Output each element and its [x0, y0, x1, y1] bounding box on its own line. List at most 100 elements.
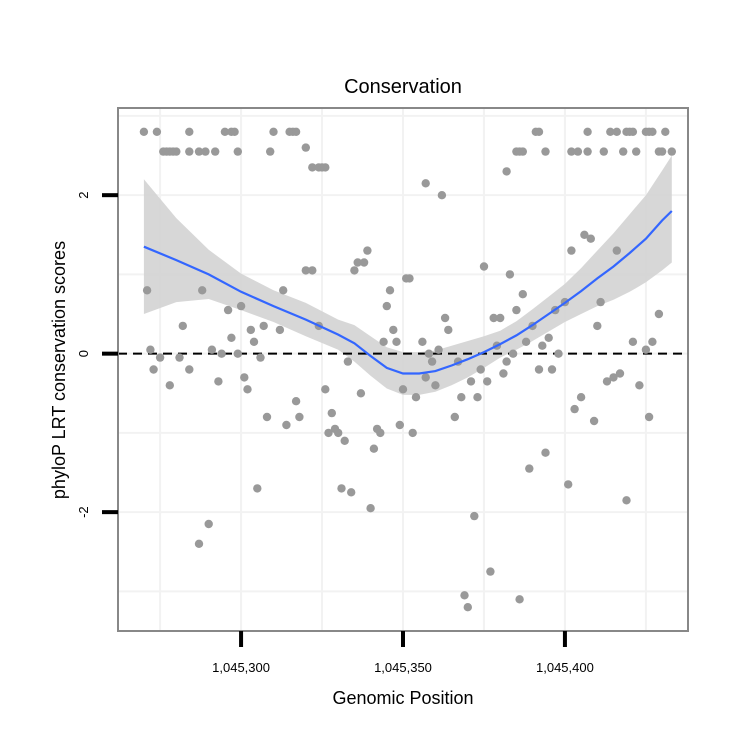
- plot-panel: [117, 107, 689, 632]
- data-point: [515, 595, 524, 604]
- x-axis: 1,045,300 1,045,350 1,045,400: [212, 631, 594, 675]
- data-point: [628, 337, 638, 346]
- data-point: [376, 428, 385, 438]
- y-tick-label: 0: [76, 350, 91, 357]
- data-point: [593, 321, 602, 331]
- data-point: [301, 143, 310, 152]
- data-point: [657, 147, 667, 156]
- data-point: [547, 365, 557, 374]
- data-point: [185, 365, 194, 374]
- data-point: [573, 147, 583, 156]
- data-point: [612, 127, 621, 136]
- data-point: [194, 147, 204, 156]
- data-point: [589, 416, 599, 426]
- data-point: [275, 325, 285, 335]
- data-point: [249, 337, 259, 346]
- data-point: [421, 179, 430, 188]
- data-point: [460, 591, 469, 600]
- data-point: [534, 127, 544, 136]
- data-point: [295, 412, 304, 422]
- data-point: [217, 349, 226, 358]
- data-point: [586, 234, 595, 243]
- data-point: [518, 290, 527, 299]
- y-axis-label: phyloP LRT conservation scores: [49, 241, 69, 499]
- data-point: [240, 373, 249, 382]
- data-point: [353, 258, 362, 267]
- data-point: [421, 373, 430, 382]
- smooth-line: [143, 210, 673, 375]
- data-point: [444, 325, 453, 335]
- data-point: [366, 504, 375, 513]
- data-point: [262, 412, 272, 422]
- data-point: [230, 127, 239, 136]
- data-point: [440, 313, 450, 323]
- confidence-band: [143, 155, 672, 395]
- data-point: [308, 266, 317, 275]
- data-point: [408, 428, 417, 438]
- data-point: [356, 389, 366, 398]
- data-point: [609, 373, 618, 382]
- data-point: [389, 325, 398, 335]
- data-point: [479, 262, 489, 271]
- data-point: [172, 147, 181, 156]
- data-point: [635, 381, 644, 390]
- data-point: [541, 147, 550, 156]
- data-point: [606, 127, 615, 136]
- data-point: [622, 496, 631, 505]
- data-point: [233, 349, 242, 358]
- data-point: [185, 147, 194, 156]
- data-point: [149, 365, 158, 374]
- data-point: [483, 377, 492, 386]
- data-point: [567, 246, 576, 255]
- data-point: [282, 420, 291, 430]
- data-point: [194, 539, 204, 548]
- data-point: [463, 603, 472, 612]
- data-point: [427, 357, 437, 366]
- data-point: [405, 274, 414, 283]
- data-point: [450, 412, 459, 422]
- x-tick-label: 1,045,300: [212, 660, 270, 675]
- data-point: [301, 266, 310, 275]
- data-point: [142, 286, 152, 295]
- data-point: [473, 393, 482, 402]
- data-point: [538, 341, 547, 350]
- data-point: [489, 313, 498, 323]
- data-point: [321, 385, 330, 394]
- data-point: [223, 305, 233, 315]
- data-point: [512, 305, 521, 315]
- confidence-band-layer: [143, 155, 672, 395]
- data-point: [291, 397, 301, 406]
- data-point: [243, 385, 252, 394]
- data-point: [648, 337, 657, 346]
- data-point: [347, 488, 356, 497]
- data-point: [544, 333, 553, 342]
- data-point: [541, 448, 550, 457]
- data-point: [214, 377, 223, 386]
- x-tick-label: 1,045,400: [536, 660, 594, 675]
- data-point: [521, 337, 531, 346]
- data-point: [654, 309, 664, 319]
- data-point: [499, 369, 508, 378]
- data-point: [583, 127, 592, 136]
- data-point: [641, 345, 651, 354]
- data-point: [253, 484, 262, 493]
- data-point: [279, 286, 288, 295]
- data-point: [334, 428, 343, 438]
- data-point: [596, 297, 605, 307]
- data-point: [632, 147, 641, 156]
- data-point: [576, 393, 586, 402]
- data-point: [619, 147, 628, 156]
- data-point: [418, 337, 427, 346]
- data-point: [178, 321, 187, 331]
- data-point: [567, 147, 576, 156]
- data-point: [644, 412, 654, 422]
- data-point: [233, 147, 242, 156]
- data-point: [207, 345, 217, 354]
- data-point: [502, 167, 511, 176]
- data-point: [327, 408, 336, 418]
- data-point: [198, 286, 207, 295]
- data-point: [602, 377, 612, 386]
- data-point: [227, 333, 236, 342]
- data-point: [411, 393, 421, 402]
- smooth-line-layer: [143, 210, 673, 375]
